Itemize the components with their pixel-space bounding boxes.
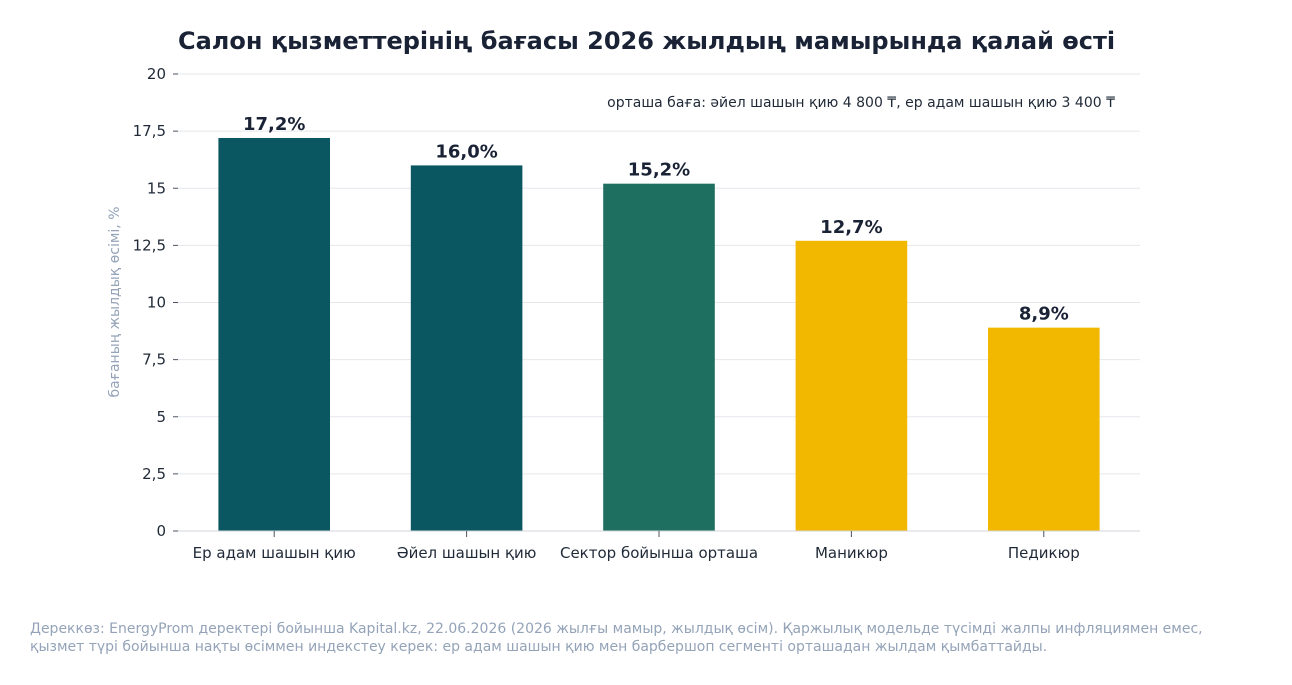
x-tick-label: Педикюр	[1008, 544, 1080, 562]
x-axis: Ер адам шашын қию Әйел шашын қию Сектор бо…	[178, 530, 1140, 562]
bar-value-label: 15,2%	[628, 160, 690, 181]
bar	[218, 137, 330, 532]
chart-title: Салон қызметтерінің бағасы 2026 жылдың м…	[178, 27, 1115, 55]
y-tick-label: 7,5	[142, 351, 166, 369]
y-tick-label: 20	[147, 65, 166, 83]
y-axis-label: бағаның жылдық өсімі, %	[107, 206, 123, 397]
y-tick-label: 10	[147, 294, 166, 312]
bar-value-label: 16,0%	[435, 141, 497, 162]
average-price-note: орташа баға: әйел шашын қию 4 800 ₸, ер …	[607, 95, 1115, 111]
x-tick-label: Ер адам шашын қию	[193, 544, 356, 562]
y-tick-label: 0	[156, 522, 166, 540]
y-tick-label: 2,5	[142, 465, 166, 483]
y-tick-label: 17,5	[133, 122, 166, 140]
bar	[988, 327, 1100, 531]
source-note-line-1: Дереккөз: EnergyProm деректері бойынша K…	[30, 621, 1203, 637]
x-tick-label: Сектор бойынша орташа	[560, 544, 758, 562]
bar	[410, 165, 523, 531]
x-tick-label: Әйел шашын қию	[397, 544, 537, 562]
bar	[603, 183, 715, 531]
y-axis: 0 2,5 5 7,5 10 12,5 15 17,5 20	[133, 65, 178, 540]
bar-value-label: 12,7%	[820, 217, 882, 238]
y-tick-label: 12,5	[133, 236, 166, 254]
y-tick-label: 15	[147, 179, 166, 197]
bar	[795, 240, 908, 531]
y-tick-label: 5	[156, 408, 166, 426]
bars: 17,2% 16,0% 15,2% 12,7% 8,9%	[218, 114, 1100, 532]
source-note-line-2: қызмет түрі бойынша нақты өсіммен индекс…	[30, 639, 1047, 655]
bar-value-label: 17,2%	[243, 114, 305, 135]
bar-value-label: 8,9%	[1019, 304, 1069, 325]
x-tick-label: Маникюр	[815, 544, 888, 562]
